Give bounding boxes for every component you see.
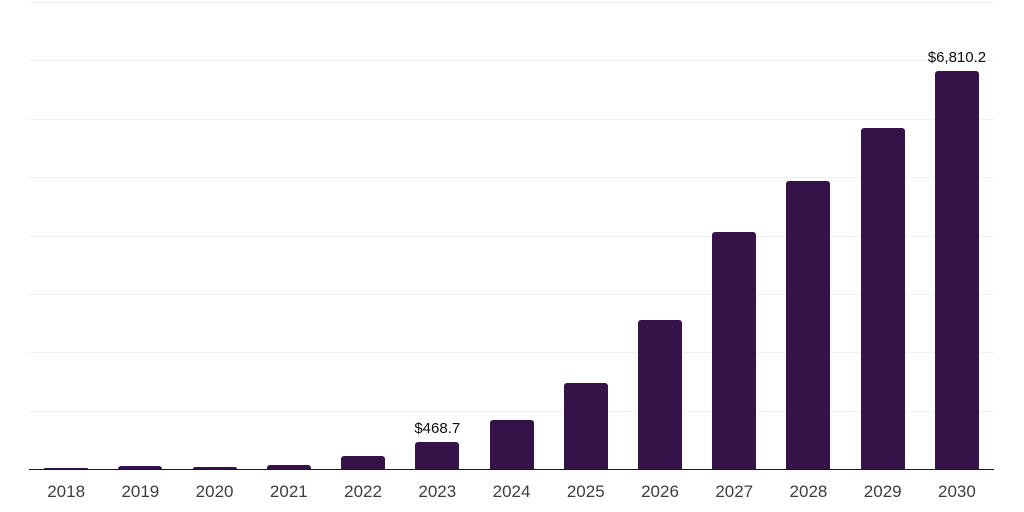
bar-slot-2021 <box>252 2 326 469</box>
x-axis-label-2026: 2026 <box>641 482 679 501</box>
bar-slot-2025 <box>549 2 623 469</box>
bar-2026 <box>637 320 682 469</box>
x-axis-label-2028: 2028 <box>789 482 828 501</box>
bars-container: $468.7 $6,810.2 <box>29 2 994 469</box>
bar-2021 <box>266 464 311 469</box>
plot-area: $468.7 $6,810.2 <box>29 2 994 469</box>
bar-slot-2026 <box>623 2 697 469</box>
bar-slot-2030: $6,810.2 <box>920 2 994 469</box>
x-axis-labels: 2018 2019 2020 2021 2022 2023 2024 2025 2026 2027… <box>29 482 994 502</box>
bar-2029 <box>860 128 905 469</box>
x-axis-label-2030: 2030 <box>938 482 976 501</box>
x-axis-label-2021: 2021 <box>269 482 308 501</box>
bar-slot-2020 <box>177 2 251 469</box>
gridline-2000 <box>29 352 994 354</box>
gridline-4000 <box>29 235 994 237</box>
x-axis-label-2020: 2020 <box>195 482 234 501</box>
bar-2023 <box>415 441 460 469</box>
bar-2020 <box>192 466 237 469</box>
x-axis-label-2029: 2029 <box>863 482 902 501</box>
bar-slot-2024 <box>474 2 548 469</box>
x-axis-label-2024: 2024 <box>492 482 531 501</box>
bar-slot-2022 <box>326 2 400 469</box>
bar-2022 <box>341 456 386 469</box>
gridline-7000 <box>29 60 994 62</box>
gridline-1000 <box>29 410 994 412</box>
bar-2019 <box>118 466 163 469</box>
value-label-2023: $468.7 <box>414 419 461 437</box>
bar-slot-2023: $468.7 <box>400 2 474 469</box>
bar-slot-2027 <box>697 2 771 469</box>
x-axis-label-2019: 2019 <box>121 482 160 501</box>
bar-slot-2029 <box>846 2 920 469</box>
bar-2027 <box>712 232 757 469</box>
gridline-5000 <box>29 177 994 179</box>
bar-slot-2019 <box>103 2 177 469</box>
bar-2030 <box>934 71 979 469</box>
x-axis-label-2023: 2023 <box>418 482 457 501</box>
x-axis-label-2025: 2025 <box>566 482 605 501</box>
value-label-2030: $6,810.2 <box>927 49 987 67</box>
x-axis-line <box>29 469 994 470</box>
bar-2028 <box>786 181 831 469</box>
bar-2025 <box>563 383 608 469</box>
bar-slot-2028 <box>771 2 845 469</box>
x-axis-label-2027: 2027 <box>715 482 754 501</box>
bar-2018 <box>44 468 89 469</box>
x-axis-label-2022: 2022 <box>344 482 382 501</box>
gridline-6000 <box>29 118 994 120</box>
gridline-8000 <box>29 2 994 3</box>
gridline-3000 <box>29 293 994 295</box>
bar-2024 <box>489 419 534 469</box>
bar-slot-2018 <box>29 2 103 469</box>
x-axis-label-2018: 2018 <box>47 482 86 501</box>
